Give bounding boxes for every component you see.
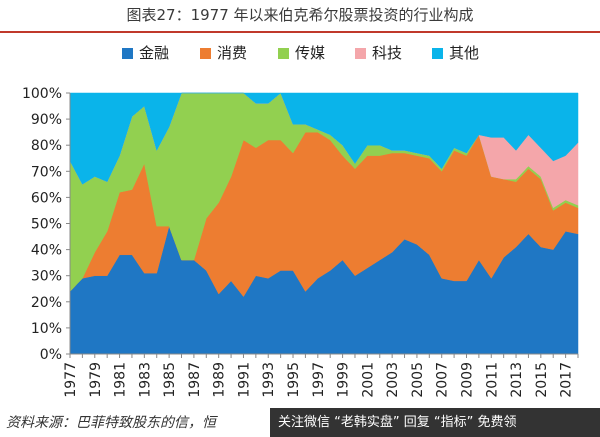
y-tick-label: 90% xyxy=(31,112,62,128)
x-tick-label: 2003 xyxy=(385,362,401,398)
x-tick-label: 1977 xyxy=(63,362,79,398)
x-tick-label: 2017 xyxy=(559,362,575,398)
y-tick-label: 80% xyxy=(31,138,62,154)
x-tick-label: 2011 xyxy=(484,362,500,398)
x-tick-label: 1999 xyxy=(336,362,352,398)
legend-label: 金融 xyxy=(139,44,169,62)
source-note: 资料来源：巴菲特致股东的信，恒 xyxy=(6,415,216,431)
x-tick-label: 1995 xyxy=(286,362,302,398)
legend-label: 消费 xyxy=(217,44,247,62)
y-tick-label: 70% xyxy=(31,164,62,180)
watermark-banner: 关注微信 “老韩实盘” 回复 “指标” 免费领 xyxy=(270,408,600,437)
y-tick-label: 20% xyxy=(31,295,62,311)
y-tick-label: 40% xyxy=(31,243,62,259)
x-tick-label: 1987 xyxy=(187,362,203,398)
x-tick-label: 1989 xyxy=(212,362,228,398)
legend-swatch xyxy=(355,48,366,59)
x-tick-label: 1979 xyxy=(88,362,104,398)
legend-swatch xyxy=(122,48,133,59)
legend-swatch xyxy=(200,48,211,59)
x-tick-label: 2013 xyxy=(509,362,525,398)
x-tick-label: 1993 xyxy=(261,362,277,398)
legend-label: 科技 xyxy=(372,44,402,62)
x-axis: 1977 1979 1981 1983 1985 1987 1989 1991 1993 1995… xyxy=(63,353,579,398)
y-tick-label: 30% xyxy=(31,269,62,285)
x-tick-label: 1981 xyxy=(113,362,129,398)
figure-title: 图表27：1977 年以来伯克希尔股票投资的行业构成 xyxy=(126,6,474,24)
plot-area xyxy=(69,92,579,355)
x-tick-label: 2009 xyxy=(459,362,475,398)
legend-label: 其他 xyxy=(449,44,479,62)
y-tick-label: 60% xyxy=(31,190,62,206)
x-tick-label: 2001 xyxy=(360,362,376,398)
x-tick-label: 2015 xyxy=(534,362,550,398)
legend-swatch xyxy=(432,48,443,59)
x-tick-label: 1991 xyxy=(236,362,252,398)
stacked-area-chart: 金融 消费 传媒 科技 其他 0% 10% 20% 30% 40% 50% 60% 70% 80% 90%… xyxy=(22,44,579,398)
legend-swatch xyxy=(278,48,289,59)
y-tick-label: 50% xyxy=(31,217,62,233)
area-series xyxy=(69,92,579,185)
y-tick-label: 10% xyxy=(31,321,62,337)
y-tick-label: 100% xyxy=(22,86,62,102)
x-tick-label: 1997 xyxy=(311,362,327,398)
chart-legend: 金融 消费 传媒 科技 其他 xyxy=(122,44,479,62)
x-tick-label: 2005 xyxy=(410,362,426,398)
x-tick-label: 1985 xyxy=(162,362,178,398)
x-tick-label: 2007 xyxy=(435,362,451,398)
y-tick-label: 0% xyxy=(40,347,62,363)
x-tick-label: 1983 xyxy=(137,362,153,398)
title-rule xyxy=(0,31,600,33)
legend-label: 传媒 xyxy=(295,44,325,62)
y-axis: 0% 10% 20% 30% 40% 50% 60% 70% 80% 90% 100% xyxy=(22,86,71,363)
